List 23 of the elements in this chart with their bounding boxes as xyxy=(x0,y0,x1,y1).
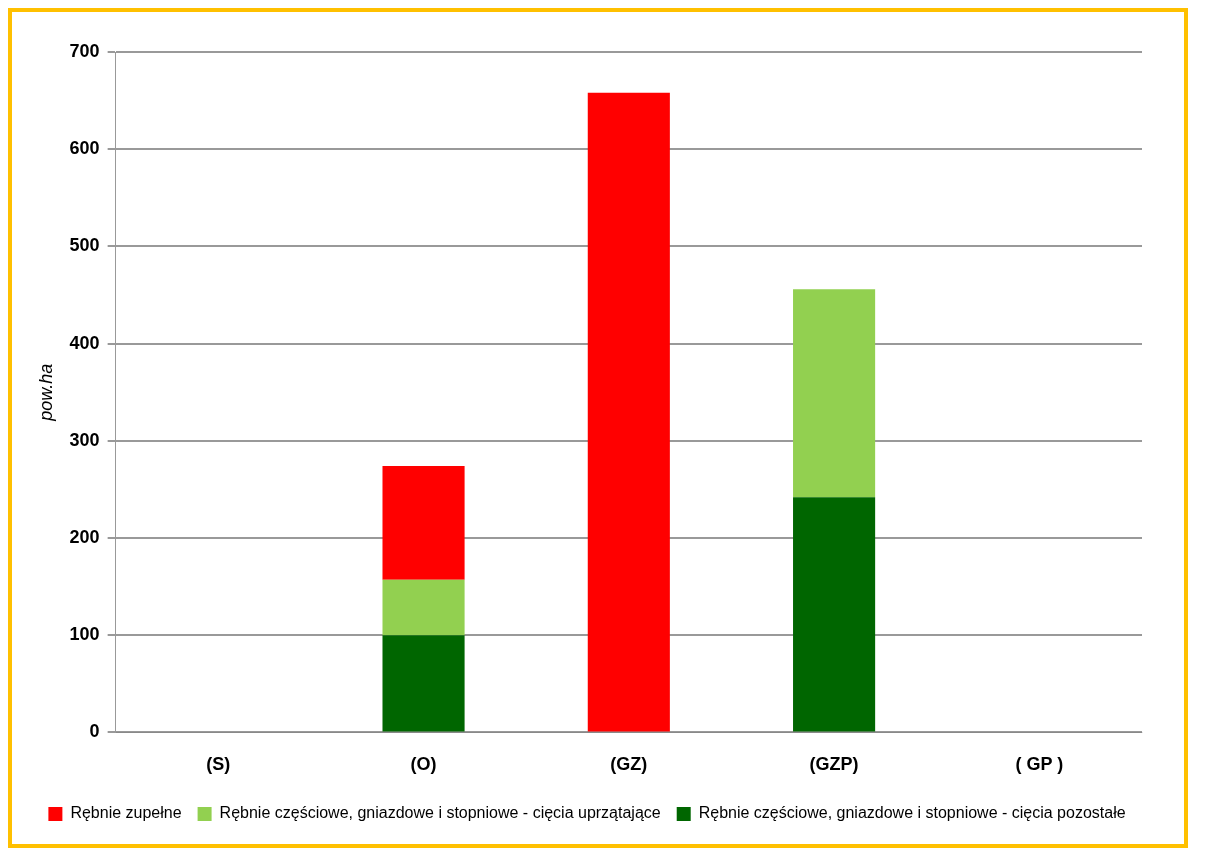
y-tick-label: 100 xyxy=(69,624,100,645)
bar xyxy=(793,497,876,732)
bar xyxy=(382,579,465,636)
y-axis-title: pow.ha xyxy=(35,363,56,422)
legend-label: Rębnie częściowe, gniazdowe i stopniowe - cięcia uprzątające xyxy=(219,804,661,822)
y-tick-label: 300 xyxy=(69,429,100,450)
bar xyxy=(382,466,465,580)
x-tick-label: (S) xyxy=(206,754,231,775)
y-tick-label: 400 xyxy=(69,332,100,353)
bar xyxy=(587,92,670,732)
x-tick-label: (GZ) xyxy=(610,754,648,775)
bar xyxy=(382,635,465,732)
legend-label: Rębnie częściowe, gniazdowe i stopniowe - cięcia pozostałe xyxy=(698,804,1126,822)
y-tick-label: 500 xyxy=(69,235,100,256)
y-tick-label: 200 xyxy=(69,526,100,547)
bar xyxy=(793,289,876,498)
x-tick-label: ( GP ) xyxy=(1015,754,1064,775)
y-tick-label: 600 xyxy=(69,138,100,159)
y-tick-label: 700 xyxy=(69,40,100,61)
x-tick-label: (GZP) xyxy=(809,754,859,775)
legend-label: Rębnie zupełne xyxy=(70,804,182,822)
y-tick-label: 0 xyxy=(89,721,100,742)
x-tick-label: (O) xyxy=(410,754,437,775)
